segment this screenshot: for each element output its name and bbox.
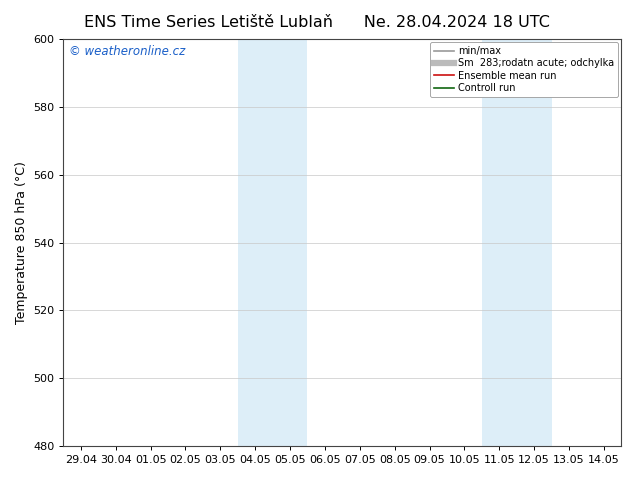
Legend: min/max, Sm  283;rodatn acute; odchylka, Ensemble mean run, Controll run: min/max, Sm 283;rodatn acute; odchylka, … bbox=[430, 42, 618, 97]
Text: ENS Time Series Letiště Lublaň      Ne. 28.04.2024 18 UTC: ENS Time Series Letiště Lublaň Ne. 28.04… bbox=[84, 15, 550, 30]
Bar bbox=[238, 39, 307, 446]
Text: © weatheronline.cz: © weatheronline.cz bbox=[69, 45, 185, 58]
Y-axis label: Temperature 850 hPa (°C): Temperature 850 hPa (°C) bbox=[15, 161, 27, 324]
Bar bbox=[482, 39, 552, 446]
